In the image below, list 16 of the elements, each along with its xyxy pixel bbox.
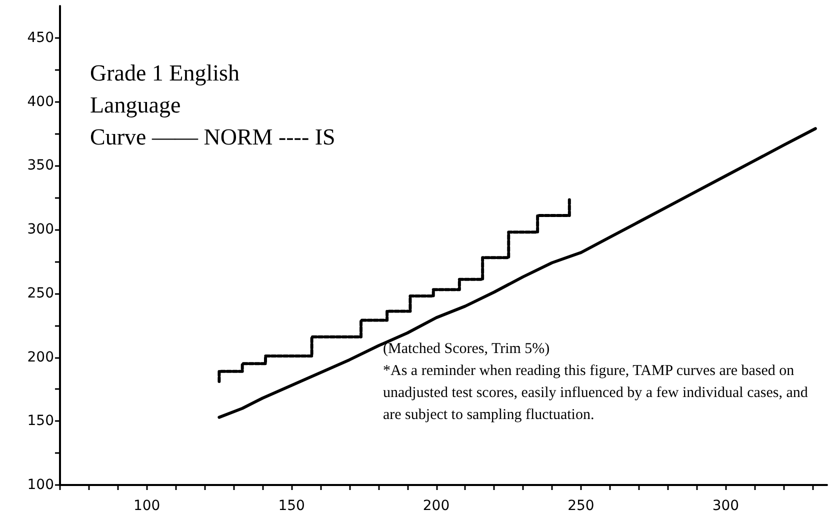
text: Grade 1 English Language Curve —— NORM ---- IS	[90, 60, 336, 150]
y-tick-label: 400	[27, 94, 54, 110]
y-tick-label: 200	[27, 349, 54, 366]
x-tick-label: 300	[712, 498, 740, 514]
annotation: (Matched Scores, Trim 5%)	[383, 341, 550, 357]
y-tick-label: 150	[27, 413, 54, 430]
x-tick-label: 250	[568, 498, 594, 514]
y-tick-label: 450	[27, 30, 54, 46]
x-tick-label: 200	[422, 498, 450, 514]
x-tick-label: 150	[278, 498, 305, 514]
y-tick-label: 350	[27, 158, 54, 174]
y-tick-label: 300	[27, 222, 54, 238]
annotation: *As a reminder when reading this figure, TAMP curves are based on unadjusted test scores, easily influenced by a few individual cases, and are subject to sampling fluctuation.	[383, 363, 812, 423]
y-tick-label: 250	[27, 285, 54, 302]
y-tick-label: 100	[27, 477, 54, 493]
x-tick-label: 100	[133, 498, 160, 514]
